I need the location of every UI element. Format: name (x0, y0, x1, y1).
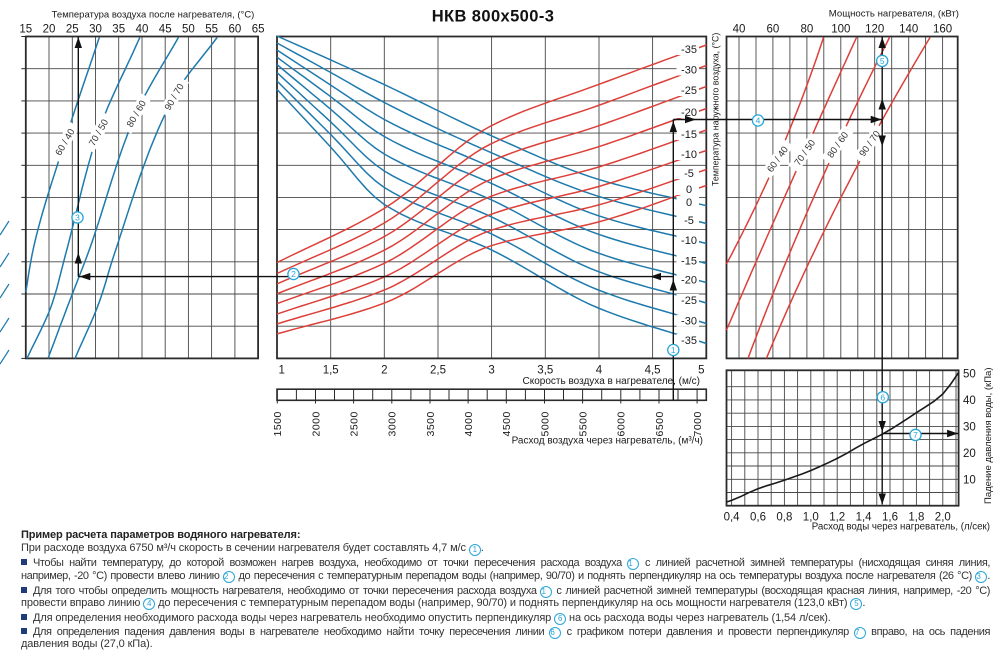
svg-text:5: 5 (880, 56, 885, 66)
svg-text:2500: 2500 (348, 411, 360, 436)
svg-text:5500: 5500 (577, 411, 589, 436)
svg-text:Расход воды через нагреватель,: Расход воды через нагреватель, (л/сек) (812, 522, 990, 533)
svg-text:-15: -15 (681, 256, 697, 268)
svg-text:2,0: 2,0 (935, 512, 951, 524)
svg-text:3,5: 3,5 (537, 365, 553, 377)
svg-text:-10: -10 (681, 149, 697, 161)
svg-text:3: 3 (75, 213, 80, 223)
svg-text:30: 30 (963, 421, 976, 433)
svg-text:2,5: 2,5 (430, 365, 446, 377)
svg-text:2000: 2000 (310, 411, 322, 436)
svg-text:40: 40 (136, 24, 149, 36)
svg-text:Мощность нагревателя, (кВт): Мощность нагревателя, (кВт) (829, 9, 959, 20)
svg-text:4500: 4500 (501, 411, 513, 436)
svg-text:2: 2 (291, 269, 296, 279)
svg-text:80: 80 (801, 24, 814, 36)
svg-text:-5: -5 (684, 168, 694, 180)
svg-text:55: 55 (205, 24, 218, 36)
svg-text:6500: 6500 (654, 411, 666, 436)
svg-text:1,2: 1,2 (829, 512, 845, 524)
svg-text:Падение давления воды, (кПа): Падение давления воды, (кПа) (983, 368, 994, 505)
svg-text:1,0: 1,0 (803, 512, 819, 524)
svg-text:-20: -20 (681, 275, 697, 287)
svg-text:6000: 6000 (616, 411, 628, 436)
svg-text:65: 65 (252, 24, 265, 36)
svg-text:25: 25 (66, 24, 79, 36)
svg-text:-10: -10 (681, 235, 697, 247)
svg-text:1,5: 1,5 (323, 365, 339, 377)
svg-text:4: 4 (756, 116, 761, 126)
svg-text:1: 1 (279, 365, 285, 377)
svg-text:160: 160 (933, 24, 952, 36)
svg-text:5: 5 (698, 365, 704, 377)
svg-text:50: 50 (963, 369, 976, 381)
svg-text:2: 2 (381, 365, 387, 377)
svg-text:0: 0 (686, 184, 692, 196)
svg-text:-25: -25 (681, 85, 697, 97)
svg-text:-30: -30 (681, 64, 697, 76)
svg-text:Температура наружного воздуха,: Температура наружного воздуха, (°C) (711, 33, 721, 186)
svg-text:НКВ 800х500-3: НКВ 800х500-3 (432, 8, 555, 26)
svg-text:20: 20 (963, 448, 976, 460)
svg-text:1,8: 1,8 (908, 512, 924, 524)
svg-text:30: 30 (89, 24, 102, 36)
svg-text:15: 15 (19, 24, 32, 36)
svg-text:4000: 4000 (463, 411, 475, 436)
svg-text:50: 50 (182, 24, 195, 36)
svg-text:0: 0 (686, 197, 692, 209)
svg-text:1: 1 (671, 345, 676, 355)
svg-text:Температура воздуха после нагр: Температура воздуха после нагревателя, (… (52, 10, 255, 21)
svg-text:4,5: 4,5 (645, 365, 661, 377)
svg-text:7000: 7000 (692, 411, 704, 436)
svg-text:3000: 3000 (387, 411, 399, 436)
svg-text:Скорость воздуха в нагревателе: Скорость воздуха в нагревателе, (м/с) (523, 376, 701, 387)
svg-text:35: 35 (112, 24, 125, 36)
svg-text:3: 3 (488, 365, 494, 377)
svg-text:4: 4 (596, 365, 603, 377)
svg-text:0,6: 0,6 (750, 512, 766, 524)
svg-text:100: 100 (831, 24, 850, 36)
svg-text:6: 6 (880, 392, 885, 402)
svg-text:20: 20 (43, 24, 56, 36)
svg-text:140: 140 (899, 24, 918, 36)
svg-text:3500: 3500 (425, 411, 437, 436)
svg-text:1500: 1500 (272, 411, 284, 436)
svg-text:Расход воздуха через нагревате: Расход воздуха через нагреватель, (м³/ч) (512, 436, 703, 447)
svg-text:45: 45 (159, 24, 172, 36)
svg-text:120: 120 (865, 24, 884, 36)
svg-text:40: 40 (963, 395, 976, 407)
svg-text:10: 10 (963, 474, 976, 486)
svg-text:7: 7 (913, 430, 918, 440)
svg-text:-35: -35 (681, 335, 697, 347)
svg-text:-35: -35 (681, 44, 697, 56)
svg-text:60: 60 (229, 24, 242, 36)
svg-text:-5: -5 (684, 215, 694, 227)
svg-text:-30: -30 (681, 316, 697, 328)
svg-text:-15: -15 (681, 129, 697, 141)
svg-text:0,8: 0,8 (776, 512, 792, 524)
svg-text:0,4: 0,4 (724, 512, 741, 524)
svg-text:5000: 5000 (539, 411, 551, 436)
svg-text:40: 40 (733, 24, 746, 36)
svg-text:-25: -25 (681, 295, 697, 307)
svg-text:60: 60 (767, 24, 780, 36)
svg-text:1,4: 1,4 (856, 512, 873, 524)
svg-text:1,6: 1,6 (882, 512, 898, 524)
